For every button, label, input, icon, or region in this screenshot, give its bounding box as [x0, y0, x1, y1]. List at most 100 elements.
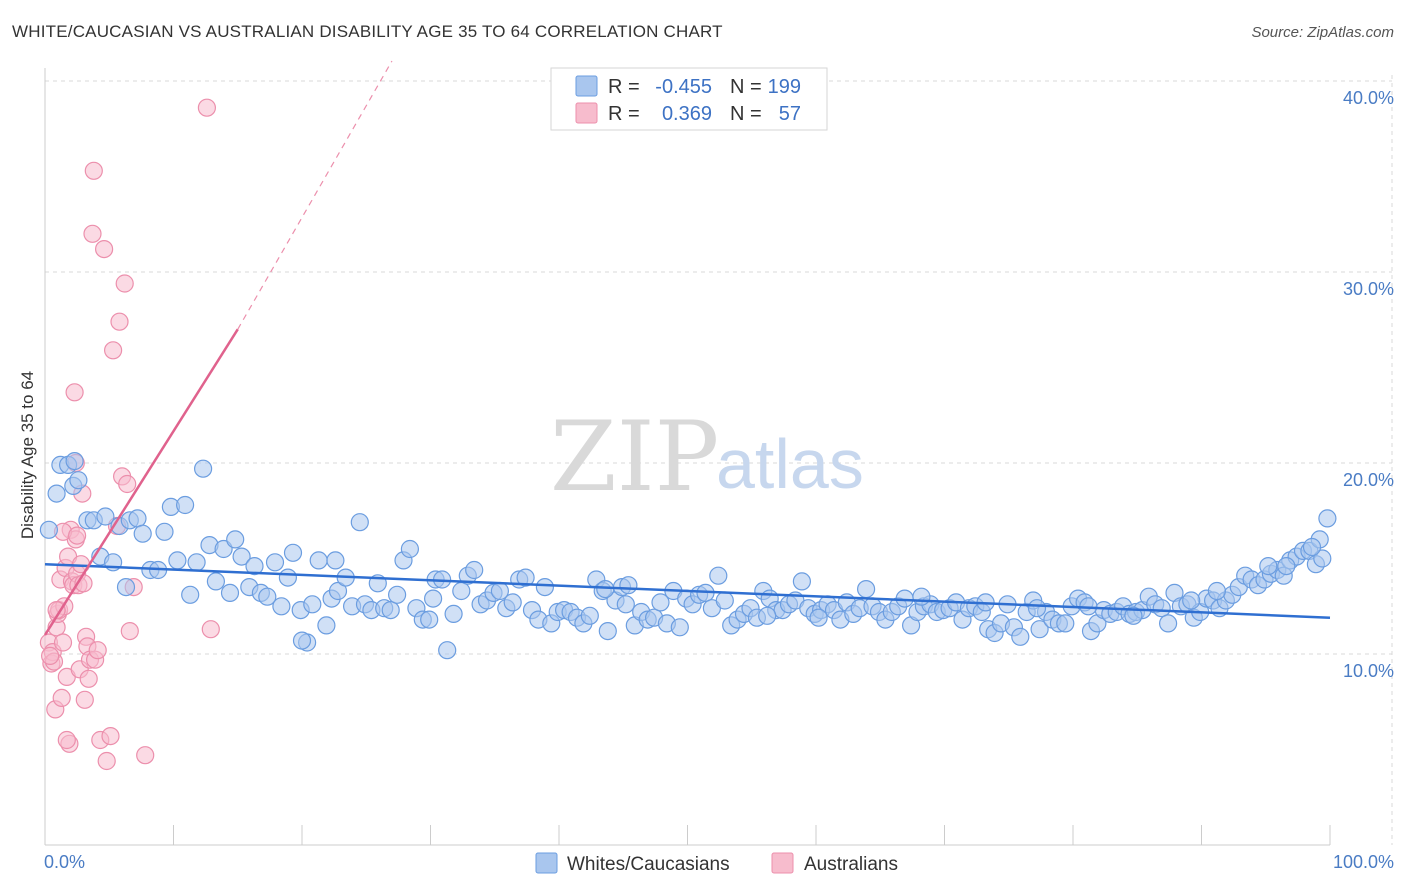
australians-point-30 — [79, 669, 98, 688]
whites-point-117 — [792, 572, 812, 591]
whites-trend-line — [44, 562, 1331, 619]
whites-point-218 — [292, 631, 312, 650]
whites-point-98 — [670, 618, 689, 637]
whites-point-201 — [596, 579, 615, 599]
legend-r-value-2: 0.369 — [662, 103, 712, 125]
watermark-zip: ZIP — [550, 401, 719, 513]
bottom-legend-label-whites: Whites/Caucasians — [567, 854, 730, 875]
australians-point-55 — [57, 730, 76, 750]
whites-point-9 — [96, 507, 115, 526]
australians-point-42 — [110, 312, 129, 331]
whites-point-36 — [272, 597, 291, 616]
bottom-legend-label-australians: Australians — [804, 854, 898, 875]
whites-point-214 — [1027, 599, 1047, 618]
trend-lines — [43, 60, 1331, 636]
whites-point-211 — [424, 589, 443, 608]
legend-r-label-1: R = — [608, 76, 640, 98]
y-tick-label-40: 40.0% — [1343, 88, 1394, 108]
whites-point-21 — [176, 495, 195, 515]
whites-point-174 — [1158, 614, 1178, 633]
y-tick-label-10: 10.0% — [1343, 661, 1394, 681]
whites-point-215 — [1259, 556, 1278, 576]
x-tick-label-min: 0.0% — [44, 852, 85, 872]
australians-point-56 — [67, 526, 87, 545]
whites-point-32 — [245, 556, 264, 576]
whites-point-20 — [168, 551, 187, 570]
australians-point-45 — [118, 474, 137, 494]
whites-point-23 — [187, 553, 206, 572]
whites-point-59 — [420, 610, 439, 629]
series-legend: Whites/Caucasians Australians — [535, 852, 898, 875]
bottom-legend-swatch-pink — [771, 852, 794, 874]
whites-point-14 — [128, 509, 147, 528]
whites-point-30 — [232, 547, 251, 566]
chart-title: WHITE/CAUCASIAN VS AUSTRALIAN DISABILITY… — [12, 22, 723, 41]
whites-point-212 — [616, 595, 635, 614]
whites-point-173 — [1152, 599, 1171, 618]
whites-point-1 — [47, 484, 66, 503]
source-label: Source: ZipAtlas.com — [1251, 24, 1394, 41]
whites-point-198 — [1313, 549, 1332, 568]
whites-point-207 — [1182, 591, 1201, 610]
australians-point-27 — [75, 690, 94, 709]
bottom-legend-swatch-blue — [535, 852, 558, 874]
whites-point-54 — [388, 585, 407, 604]
whites-point-66 — [465, 560, 484, 580]
whites-point-38 — [283, 543, 303, 562]
y-axis-label: Disability Age 35 to 64 — [18, 371, 37, 539]
whites-point-210 — [65, 452, 84, 471]
australians-point-46 — [120, 621, 139, 641]
whites-point-5 — [69, 471, 88, 490]
australians-point-44 — [115, 274, 134, 293]
whites-point-87 — [598, 621, 617, 641]
australians-point-38 — [97, 751, 116, 771]
legend-swatch-pink — [575, 102, 598, 124]
whites-point-84 — [580, 606, 599, 625]
australians-points — [39, 98, 220, 771]
whites-point-26 — [206, 572, 225, 591]
whites-point-95 — [651, 593, 670, 612]
whites-point-37 — [278, 568, 297, 587]
legend-n-value-2: 57 — [779, 103, 801, 125]
australians-point-50 — [201, 620, 220, 639]
whites-point-90 — [619, 576, 638, 595]
whites-point-56 — [400, 539, 419, 559]
whites-point-216 — [1277, 556, 1296, 576]
grid-lines — [45, 75, 1393, 845]
australians-point-49 — [197, 98, 216, 117]
y-tick-label-20: 20.0% — [1343, 470, 1394, 490]
stats-legend: R = -0.455 N = 199 R = 0.369 N = 57 — [550, 67, 828, 131]
whites-point-64 — [452, 581, 471, 601]
australians-point-37 — [94, 240, 114, 259]
legend-r-value-1: -0.455 — [655, 76, 712, 98]
whites-point-151 — [1011, 627, 1030, 646]
y-tick-label-30: 30.0% — [1343, 279, 1394, 299]
legend-swatch-blue — [575, 75, 598, 97]
whites-point-15 — [133, 524, 152, 543]
australians-point-39 — [101, 726, 120, 746]
australians-point-48 — [136, 746, 155, 765]
legend-r-label-2: R = — [608, 103, 640, 125]
whites-point-213 — [809, 608, 828, 627]
whites-point-48 — [350, 513, 369, 532]
whites-point-203 — [758, 606, 777, 625]
whites-point-12 — [116, 577, 136, 597]
whites-point-41 — [303, 595, 322, 614]
australians-point-51 — [40, 646, 60, 666]
x-tick-label-max: 100.0% — [1333, 852, 1394, 872]
whites-point-104 — [709, 566, 728, 585]
whites-point-74 — [516, 568, 535, 587]
whites-point-22 — [181, 585, 200, 604]
watermark-atlas: atlas — [716, 425, 864, 503]
whites-point-34 — [258, 587, 277, 606]
whites-point-43 — [317, 616, 336, 635]
australians-point-10 — [53, 633, 73, 652]
whites-point-127 — [856, 579, 876, 599]
whites-point-45 — [328, 581, 348, 601]
whites-point-202 — [326, 551, 345, 570]
whites-point-35 — [265, 553, 285, 572]
whites-point-154 — [1030, 620, 1049, 639]
australians-point-35 — [88, 641, 107, 660]
whites-point-29 — [226, 530, 245, 549]
